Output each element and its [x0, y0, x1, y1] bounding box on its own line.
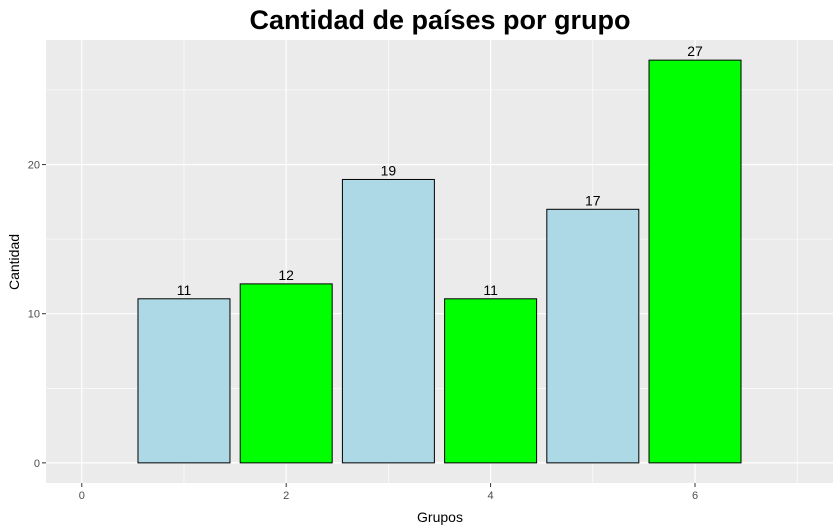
data-label-1: 11: [177, 282, 192, 298]
x-tick-label: 6: [692, 490, 698, 502]
chart-title: Cantidad de países por grupo: [249, 5, 630, 35]
data-label-3: 19: [381, 162, 397, 178]
data-label-4: 11: [483, 282, 498, 298]
bars: [137, 59, 742, 464]
x-tick-label: 4: [488, 490, 494, 502]
data-label-5: 17: [585, 192, 601, 208]
x-tick-label: 0: [79, 490, 85, 502]
x-tick-label: 2: [283, 490, 289, 502]
bar-2: [239, 283, 333, 464]
bar-6: [648, 59, 742, 464]
data-label-2: 12: [278, 267, 294, 283]
x-axis: 0 2 4 6: [79, 483, 698, 502]
y-axis-title: Cantidad: [6, 234, 22, 290]
y-axis: 0 10 20: [28, 160, 46, 470]
y-tick-label: 0: [34, 458, 40, 470]
y-tick-label: 10: [28, 309, 40, 321]
y-tick-label: 20: [28, 160, 40, 172]
bar-3: [341, 178, 435, 464]
bar-4: [444, 298, 538, 464]
bar-1: [137, 298, 231, 464]
bar-5: [546, 208, 640, 464]
data-label-6: 27: [687, 43, 703, 59]
data-labels: 11 12 19 11 17 27: [177, 43, 703, 298]
x-axis-title: Grupos: [417, 509, 463, 525]
